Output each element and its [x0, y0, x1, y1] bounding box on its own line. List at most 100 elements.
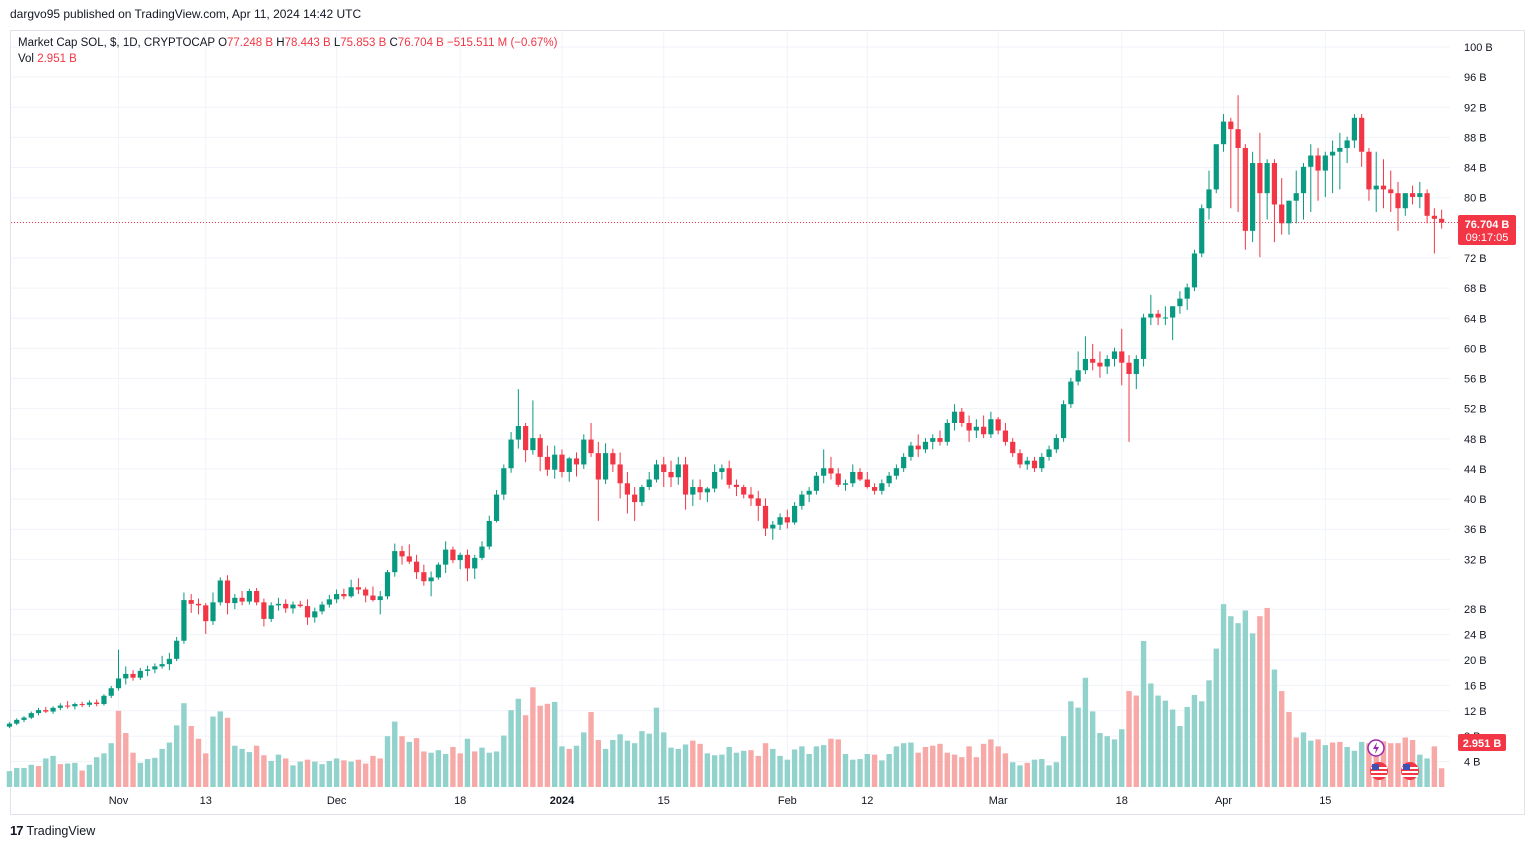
- volume-bar: [690, 740, 696, 787]
- x-tick-label: Nov: [109, 795, 129, 807]
- candle-body: [632, 494, 638, 503]
- y-tick-label: 20 B: [1464, 655, 1487, 667]
- us-flag-event-icon[interactable]: [1401, 762, 1419, 780]
- candle-body: [203, 605, 209, 622]
- x-tick-label: 15: [1319, 795, 1331, 807]
- candle-body: [1264, 163, 1270, 194]
- volume-bar: [1191, 694, 1198, 787]
- volume-bar: [64, 763, 71, 787]
- volume-bar: [261, 755, 267, 787]
- y-tick-label: 60 B: [1464, 343, 1487, 355]
- candle-body: [1417, 193, 1423, 197]
- volume-bar: [1293, 737, 1299, 787]
- candle-body: [966, 422, 972, 431]
- chart-legend: Market Cap SOL, $, 1D, CRYPTOCAP O77.248…: [18, 35, 557, 67]
- volume-bar: [115, 710, 122, 787]
- volume-bar: [1199, 701, 1205, 787]
- volume-bar: [246, 752, 253, 787]
- y-tick-label: 88 B: [1464, 132, 1487, 144]
- candle-body: [1366, 151, 1372, 190]
- volume-bar: [1402, 737, 1408, 787]
- volume-bar: [421, 751, 427, 787]
- volume-bar: [879, 760, 885, 787]
- volume-bar: [108, 743, 114, 787]
- volume-bar: [253, 745, 260, 787]
- volume-bar: [1089, 711, 1096, 787]
- candle-body: [1424, 193, 1430, 216]
- candle-body: [370, 595, 376, 601]
- volume-bar: [617, 734, 623, 787]
- volume-bar: [581, 732, 587, 787]
- volume-bar: [152, 757, 158, 787]
- candle-body: [232, 597, 238, 604]
- volume-bar: [21, 767, 27, 787]
- volume-bar: [1068, 701, 1074, 787]
- volume-bar: [362, 763, 369, 787]
- volume-bar: [624, 740, 631, 787]
- candle-body: [1329, 151, 1336, 156]
- volume-bar: [1329, 742, 1336, 787]
- candle-body: [1213, 144, 1219, 190]
- lightning-icon[interactable]: [1367, 739, 1385, 757]
- candle-body: [486, 520, 492, 547]
- volume-bar: [762, 743, 769, 787]
- volume-bar: [1358, 741, 1365, 787]
- volume-bar: [341, 760, 347, 787]
- candle-body: [334, 594, 340, 600]
- candle-body: [239, 597, 245, 602]
- legend-change: −515.511 M (−0.67%): [447, 37, 558, 49]
- y-tick-label: 100 B: [1464, 42, 1493, 54]
- candle-body: [57, 705, 63, 708]
- volume-bar: [6, 771, 13, 787]
- candle-body: [712, 471, 718, 489]
- volume-bar: [719, 754, 725, 787]
- candle-body: [1191, 253, 1198, 288]
- volume-bar: [639, 731, 645, 787]
- volume-bar: [1279, 691, 1285, 787]
- candle-body: [537, 438, 543, 457]
- candle-body: [1053, 438, 1059, 450]
- volume-bar: [123, 733, 129, 787]
- volume-bar: [1046, 765, 1052, 787]
- volume-bar: [544, 703, 551, 787]
- volume-bar: [930, 745, 936, 787]
- candle-body: [1228, 121, 1234, 130]
- volume-bar: [348, 761, 354, 787]
- volume-bar: [733, 752, 740, 787]
- candle-body: [1010, 441, 1016, 454]
- candle-body: [552, 454, 558, 470]
- candle-body: [1068, 381, 1074, 405]
- candle-body: [886, 475, 892, 484]
- candle-body: [326, 599, 332, 605]
- us-flag-event-icon[interactable]: [1370, 762, 1388, 780]
- candle-body: [1031, 460, 1038, 469]
- volume-bar: [203, 753, 209, 787]
- candle-body: [544, 456, 551, 470]
- candle-body: [937, 438, 943, 442]
- volume-bar: [144, 759, 151, 787]
- candle-body: [450, 549, 456, 561]
- volume-bar: [530, 687, 536, 787]
- volume-bar: [842, 753, 849, 787]
- candle-body: [595, 453, 601, 480]
- volume-bar: [806, 753, 812, 787]
- candle-body: [821, 468, 827, 476]
- price-badge-countdown: 09:17:05: [1466, 232, 1509, 244]
- volume-bar: [886, 753, 892, 787]
- legend-close: 76.704 B: [397, 37, 444, 49]
- footer-branding[interactable]: 17 TradingView: [10, 823, 95, 838]
- candle-body: [130, 673, 136, 678]
- candle-body: [566, 458, 572, 472]
- chart-frame[interactable]: [10, 30, 1525, 815]
- candle-body: [1402, 193, 1408, 209]
- volume-bar: [137, 762, 144, 787]
- volume-bar: [668, 747, 674, 787]
- candle-body: [443, 549, 449, 565]
- volume-bar: [755, 755, 761, 787]
- volume-bar: [682, 744, 689, 787]
- volume-bar: [1366, 743, 1372, 787]
- legend-open: 77.248 B: [227, 37, 274, 49]
- candle-body: [1242, 147, 1248, 231]
- y-tick-label: 12 B: [1464, 706, 1487, 718]
